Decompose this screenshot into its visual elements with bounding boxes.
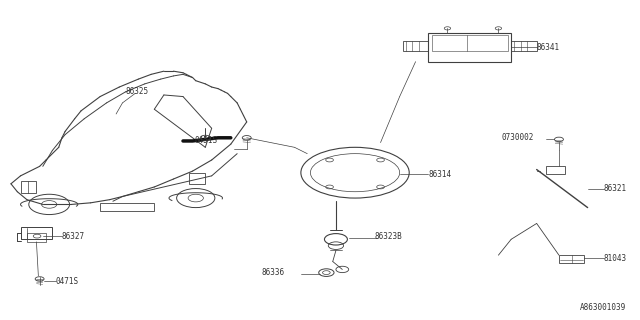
Bar: [189, 173, 205, 184]
Bar: [403, 41, 428, 51]
Text: 86314: 86314: [428, 170, 451, 179]
Ellipse shape: [301, 147, 409, 198]
Bar: [428, 33, 511, 62]
Text: 86327: 86327: [62, 232, 85, 241]
Bar: [27, 233, 46, 243]
Text: 86325: 86325: [125, 87, 148, 96]
Text: 86323B: 86323B: [374, 232, 402, 241]
Bar: [20, 180, 36, 193]
Text: 0471S: 0471S: [56, 277, 79, 286]
Text: 86336: 86336: [262, 268, 285, 277]
Text: 0730002: 0730002: [501, 133, 534, 142]
Bar: [559, 255, 584, 263]
Text: A863001039: A863001039: [580, 303, 626, 312]
Bar: [431, 35, 508, 51]
Bar: [20, 227, 52, 239]
Bar: [100, 203, 154, 211]
Bar: [511, 41, 537, 51]
Text: 0451S: 0451S: [195, 136, 218, 146]
Text: 86321: 86321: [604, 184, 627, 193]
Bar: [330, 166, 381, 180]
Bar: [546, 166, 565, 174]
Text: 81043: 81043: [604, 254, 627, 263]
Text: 86341: 86341: [537, 43, 560, 52]
